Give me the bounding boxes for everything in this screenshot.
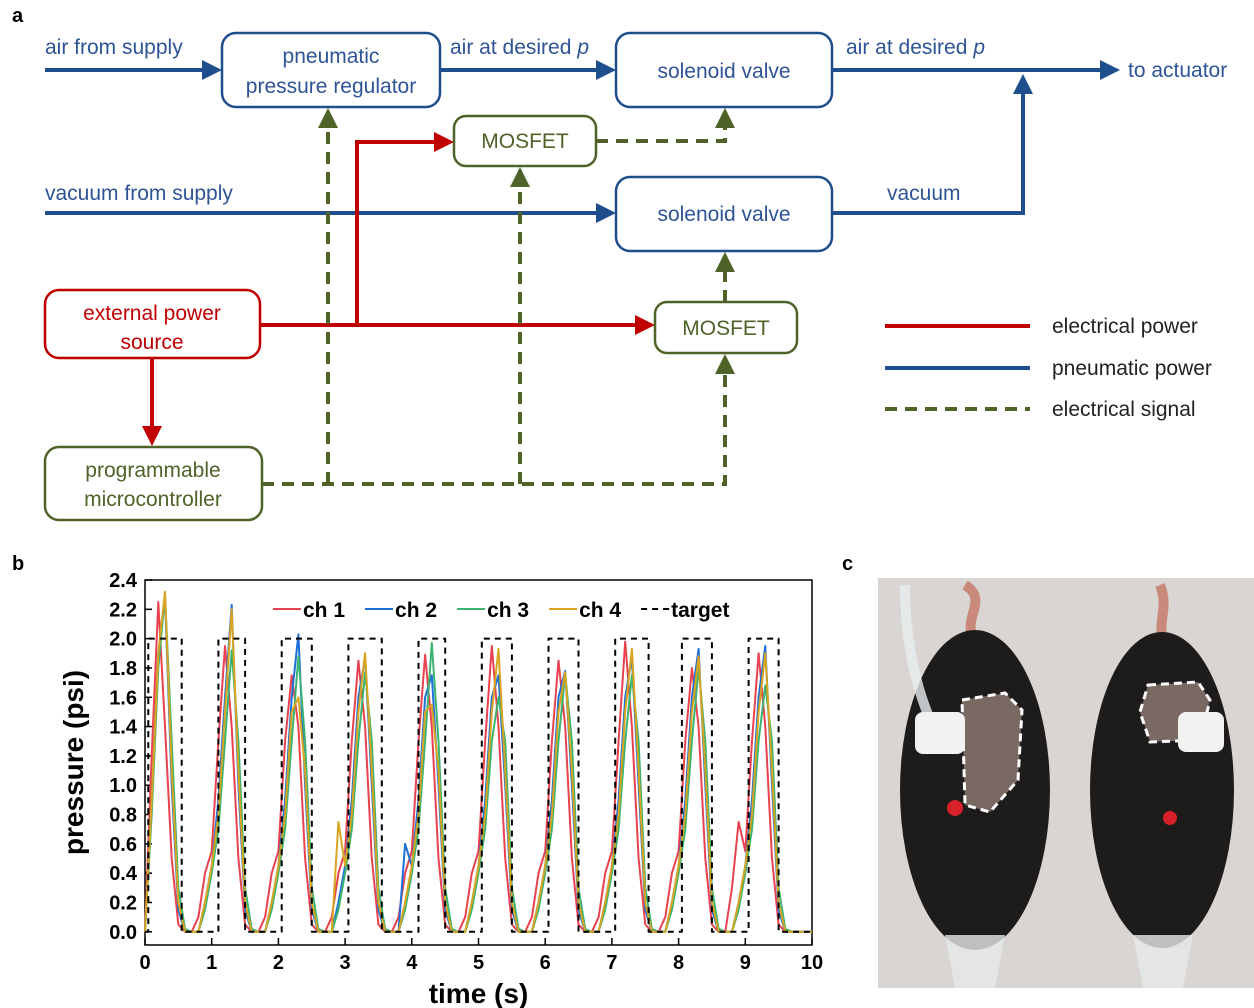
x-tick-label: 7 <box>606 952 617 974</box>
node-label: programmable <box>85 459 220 482</box>
legend-label: target <box>671 599 729 622</box>
y-tick-label: 0.4 <box>109 863 138 885</box>
connector <box>915 712 965 754</box>
y-tick-label: 0.8 <box>109 805 137 827</box>
x-tick-label: 0 <box>139 952 150 974</box>
y-tick-label: 1.6 <box>109 687 137 709</box>
edge-label: air from supply <box>45 36 183 59</box>
y-tick-label: 0.6 <box>109 834 137 856</box>
edge-label-text: air at desired <box>846 36 967 59</box>
y-tick-label: 1.0 <box>109 775 137 797</box>
y-tick-label: 1.2 <box>109 746 137 768</box>
legend-label: ch 2 <box>395 599 437 622</box>
photo <box>878 578 1254 988</box>
x-axis-label: time (s) <box>429 978 529 1008</box>
diagram-legend: electrical power pneumatic power electri… <box>885 315 1212 421</box>
port <box>947 800 963 816</box>
y-tick-label: 2.4 <box>109 570 138 592</box>
nose-cone <box>945 935 1005 988</box>
node-label: external power <box>83 302 221 325</box>
node-label: solenoid valve <box>657 203 790 226</box>
port <box>1163 811 1177 825</box>
tail <box>1160 585 1165 640</box>
panel-label: b <box>12 553 24 575</box>
y-tick-label: 1.8 <box>109 658 137 680</box>
signal-line <box>596 116 725 141</box>
x-tick-label: 3 <box>340 952 351 974</box>
y-tick-label: 1.4 <box>109 717 138 739</box>
x-tick-label: 6 <box>540 952 551 974</box>
edge-label: to actuator <box>1128 59 1227 82</box>
x-tick-label: 8 <box>673 952 684 974</box>
edge-label: vacuum from supply <box>45 182 233 205</box>
node-label: microcontroller <box>84 488 222 511</box>
y-tick-label: 0.0 <box>109 922 137 944</box>
node-label: pneumatic <box>283 45 380 68</box>
panel-label: a <box>12 5 24 27</box>
connector <box>1178 712 1224 752</box>
node-label: MOSFET <box>481 130 569 153</box>
nose-cone <box>1133 935 1193 988</box>
node-label: source <box>120 331 183 354</box>
legend-label: pneumatic power <box>1052 357 1212 380</box>
x-tick-label: 2 <box>273 952 284 974</box>
legend-label: ch 1 <box>303 599 345 622</box>
figure: a b c pneumatic pressure regulator solen… <box>0 0 1254 1008</box>
panel-label: c <box>842 553 853 575</box>
signal-line <box>262 362 725 484</box>
legend-label: ch 3 <box>487 599 529 622</box>
edge-label-variable: p <box>576 36 589 59</box>
x-tick-label: 9 <box>740 952 751 974</box>
y-tick-label: 0.2 <box>109 892 137 914</box>
nodes: pneumatic pressure regulator solenoid va… <box>45 33 832 520</box>
legend-label: electrical power <box>1052 315 1198 338</box>
node-label: solenoid valve <box>657 60 790 83</box>
y-tick-label: 2.0 <box>109 629 137 651</box>
y-tick-label: 2.2 <box>109 599 137 621</box>
x-tick-label: 4 <box>406 952 418 974</box>
mouse <box>1090 632 1234 948</box>
legend-label: ch 4 <box>579 599 621 622</box>
edge-label: vacuum <box>887 182 961 205</box>
chart: 0.0 0.2 0.4 0.6 0.8 1.0 1.2 1.4 1.6 1.8 2.0 2.2 2.4 0… <box>58 570 823 1008</box>
x-tick-label: 5 <box>473 952 484 974</box>
node-label: MOSFET <box>682 317 770 340</box>
edge-label-variable: p <box>972 36 985 59</box>
node-label: pressure regulator <box>246 75 416 98</box>
y-axis-label: pressure (psi) <box>58 670 89 855</box>
power-line <box>357 142 446 325</box>
x-tick-label: 1 <box>206 952 217 974</box>
edge-label-text: air at desired <box>450 36 571 59</box>
x-tick-label: 10 <box>801 952 823 974</box>
legend-label: electrical signal <box>1052 398 1196 421</box>
